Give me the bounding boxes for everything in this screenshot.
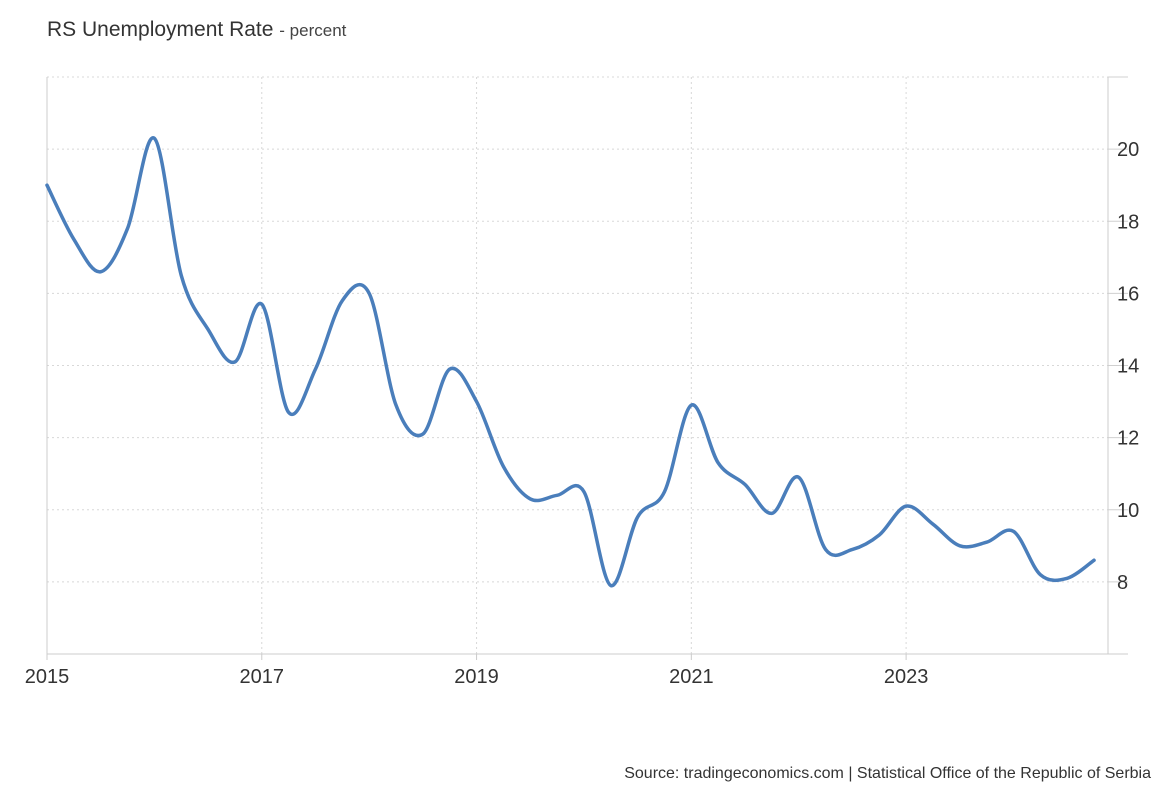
data-point: [689, 403, 693, 407]
data-point: [1092, 558, 1096, 562]
data-point: [850, 547, 854, 551]
series-line: [45, 136, 1096, 588]
data-point: [1065, 576, 1069, 580]
x-tick-label: 2021: [669, 666, 714, 688]
data-point: [528, 497, 532, 501]
data-point: [1038, 573, 1042, 577]
data-point: [287, 410, 291, 414]
chart-title: RS Unemployment Rate - percent: [47, 18, 346, 42]
data-point: [985, 540, 989, 544]
data-point: [609, 583, 613, 587]
data-point: [824, 547, 828, 551]
data-point: [877, 533, 881, 537]
data-point: [555, 493, 559, 497]
data-point: [394, 403, 398, 407]
data-point: [662, 490, 666, 494]
data-point: [582, 490, 586, 494]
data-point: [421, 432, 425, 436]
series-layer: [45, 136, 1096, 588]
x-tick-label: 2019: [454, 666, 499, 688]
y-tick-label: 20: [1117, 139, 1139, 161]
chart-subtitle: - percent: [279, 21, 347, 40]
y-tick-label: 12: [1117, 428, 1139, 450]
data-point: [367, 291, 371, 295]
data-point: [126, 226, 130, 230]
data-point: [99, 270, 103, 274]
data-point: [448, 367, 452, 371]
data-point: [45, 183, 49, 187]
x-tick-label: 2023: [884, 666, 929, 688]
data-point: [636, 515, 640, 519]
data-point: [260, 302, 264, 306]
data-point: [1011, 529, 1015, 533]
y-tick-label: 8: [1117, 572, 1128, 594]
data-point: [501, 464, 505, 468]
y-tick-label: 10: [1117, 500, 1139, 522]
grid-layer: [47, 76, 1108, 654]
tick-labels: 8 10 12 14 16 18 20 2015 2017 2019 2021 2023: [25, 139, 1140, 688]
y-tick-label: 16: [1117, 283, 1139, 305]
data-point: [931, 522, 935, 526]
x-tick-label: 2017: [240, 666, 285, 688]
data-point: [340, 299, 344, 303]
data-point: [206, 327, 210, 331]
data-point: [475, 400, 479, 404]
data-point: [233, 360, 237, 364]
x-tick-label: 2015: [25, 666, 70, 688]
data-point: [770, 511, 774, 515]
y-tick-label: 18: [1117, 211, 1139, 233]
data-point: [797, 475, 801, 479]
data-point: [152, 136, 156, 140]
data-point: [313, 367, 317, 371]
source-note: Source: tradingeconomics.com | Statistic…: [624, 765, 1151, 782]
data-point: [904, 504, 908, 508]
data-point: [716, 461, 720, 465]
data-point: [743, 483, 747, 487]
data-point: [72, 237, 76, 241]
data-point: [958, 544, 962, 548]
chart-title-text: RS Unemployment Rate: [47, 18, 274, 41]
y-tick-label: 14: [1117, 356, 1139, 378]
data-point: [179, 273, 183, 277]
axis-layer: [46, 76, 1128, 660]
